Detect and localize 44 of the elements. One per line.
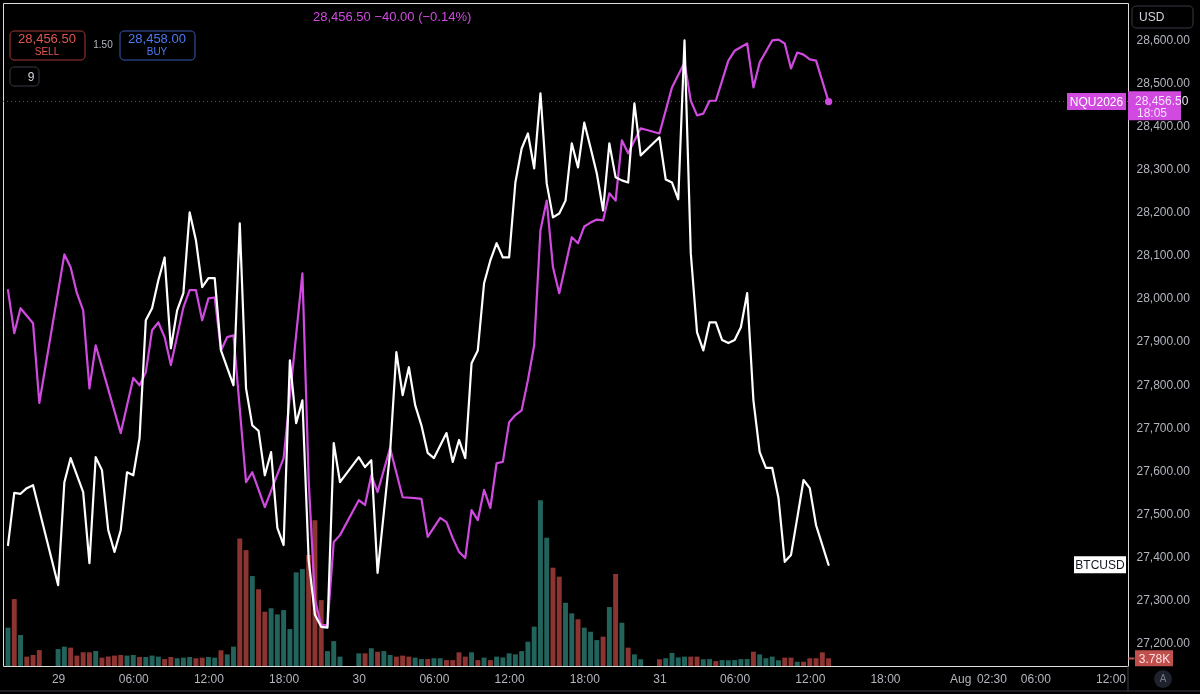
x-tick-label: 06:00 bbox=[720, 671, 751, 686]
y-tick-label: 27,300.00 bbox=[1136, 592, 1191, 607]
y-tick-label: 27,600.00 bbox=[1136, 463, 1191, 478]
text: NQU2026 bbox=[1069, 94, 1124, 109]
x-tick-label: 12:00 bbox=[494, 671, 525, 686]
y-tick-label: 28,400.00 bbox=[1136, 119, 1191, 134]
y-tick-label: 27,500.00 bbox=[1136, 506, 1191, 521]
y-tick-label: 28,200.00 bbox=[1136, 205, 1191, 220]
annotation: SELL bbox=[34, 46, 60, 57]
y-tick-label: 28,500.00 bbox=[1136, 76, 1191, 91]
y2-tick-label: 3.78K bbox=[1138, 651, 1171, 666]
annotation: 9 bbox=[27, 70, 35, 84]
y-tick-label: 27,200.00 bbox=[1136, 635, 1191, 650]
y-tick-label: 28,100.00 bbox=[1136, 248, 1191, 263]
y-tick-label: 28,600.00 bbox=[1136, 33, 1191, 48]
annotation: 1.50 bbox=[93, 39, 114, 50]
x-tick-label: 06:00 bbox=[419, 671, 450, 686]
y-tick-label: 27,800.00 bbox=[1136, 377, 1191, 392]
x-tick-label: 29 bbox=[51, 671, 66, 686]
y-tick-label: 27,900.00 bbox=[1136, 334, 1191, 349]
x-tick-label: 30 bbox=[352, 671, 367, 686]
annotation: 28,458.00 bbox=[128, 31, 186, 46]
x-tick-label: 31 bbox=[653, 671, 667, 686]
y-tick-label: 28,300.00 bbox=[1136, 162, 1191, 177]
text: BTCUSD bbox=[1075, 557, 1125, 572]
x-tick-label: 02:30 bbox=[976, 671, 1008, 686]
x-tick-label: 12:00 bbox=[795, 671, 826, 686]
x-tick-label: Aug bbox=[949, 671, 972, 686]
text: A bbox=[1159, 673, 1167, 684]
x-tick-label: 06:00 bbox=[118, 671, 150, 686]
x-tick-label: 12:00 bbox=[1095, 671, 1127, 686]
x-tick-label: 12:00 bbox=[193, 671, 225, 686]
text: USD bbox=[1139, 10, 1165, 24]
annotation: 28,456.50 −40.00 (−0.14%) bbox=[313, 9, 472, 24]
y-tick-label: 28,000.00 bbox=[1136, 291, 1191, 306]
y-tick-label: 27,700.00 bbox=[1136, 420, 1191, 435]
x-tick-label: 18:00 bbox=[569, 671, 601, 686]
annotation: BUY bbox=[146, 46, 168, 57]
x-tick-label: 18:00 bbox=[870, 671, 901, 686]
y-tick-label: 27,400.00 bbox=[1136, 549, 1191, 564]
annotation: 28,456.50 bbox=[18, 31, 76, 46]
x-tick-label: 18:00 bbox=[269, 671, 300, 686]
x-tick-label: 06:00 bbox=[1020, 671, 1052, 686]
text: 18:05 bbox=[1137, 106, 1168, 120]
